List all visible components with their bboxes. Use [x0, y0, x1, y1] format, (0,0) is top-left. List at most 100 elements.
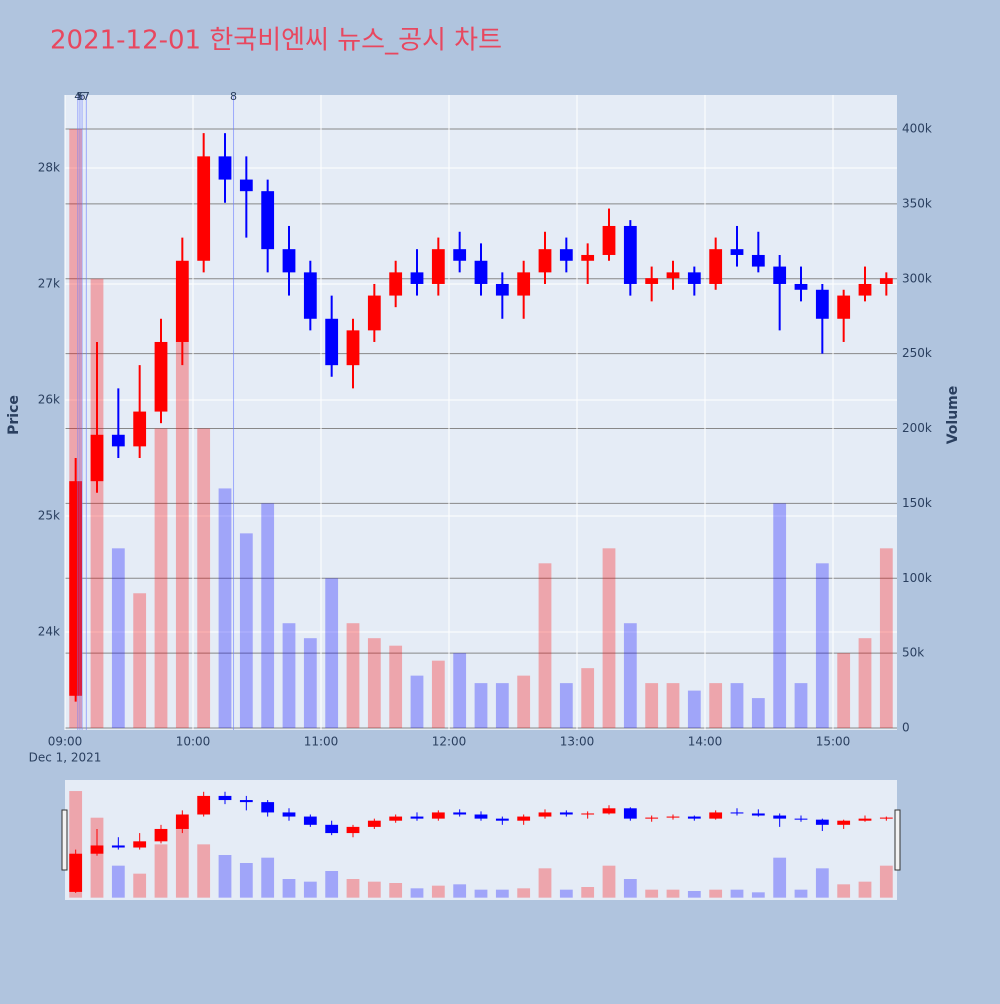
y-tick-label: 28k — [38, 160, 60, 174]
candle-body — [538, 249, 552, 273]
slider-candle-body — [645, 817, 659, 819]
slider-volume-bar — [367, 881, 381, 898]
slider-candle-body — [751, 813, 765, 816]
x-tick-label: 11:00 — [304, 735, 339, 749]
y2-tick-label: 400k — [902, 121, 932, 135]
slider-volume-bar — [175, 817, 189, 898]
candle-body — [474, 260, 488, 284]
volume-bar — [154, 428, 168, 729]
y-tick-label: 27k — [38, 276, 60, 290]
slider-candle-body — [175, 814, 189, 829]
slider-candle-body — [389, 816, 403, 821]
volume-bar — [794, 683, 808, 729]
slider-volume-bar — [282, 878, 296, 898]
candle-body — [111, 434, 125, 447]
candle-body — [709, 249, 723, 284]
slider-candle-body — [282, 812, 296, 817]
chart-title: 2021-12-01 한국비엔씨 뉴스_공시 차트 — [50, 26, 502, 56]
slider-volume-bar — [111, 865, 125, 898]
slider-volume-bar — [623, 878, 637, 898]
y-tick-label: 25k — [38, 508, 60, 522]
candle-body — [879, 278, 893, 284]
candle-body — [559, 249, 573, 261]
slider-volume-bar — [133, 873, 147, 898]
annotation-label: 4 — [74, 90, 81, 103]
slider-candle-body — [218, 795, 232, 801]
volume-bar — [645, 683, 659, 729]
candle-body — [90, 434, 104, 482]
y2-tick-label: 250k — [902, 346, 932, 360]
y2-tick-label: 150k — [902, 496, 932, 510]
slider-candle-body — [90, 845, 104, 854]
slider-volume-bar — [495, 889, 509, 898]
volume-bar — [367, 638, 381, 729]
y2-axis-title: Volume — [945, 386, 961, 445]
volume-bar — [666, 683, 680, 729]
volume-bar — [815, 563, 829, 729]
x-date-label: Dec 1, 2021 — [29, 751, 102, 765]
volume-bar — [879, 548, 893, 729]
volume-bar — [581, 668, 595, 729]
slider-candle-body — [431, 812, 445, 819]
slider-candle-body — [197, 795, 211, 815]
volume-bar — [431, 660, 445, 729]
volume-bar — [239, 533, 253, 729]
y-tick-label: 26k — [38, 392, 60, 406]
candle-body — [666, 272, 680, 279]
slider-volume-bar — [581, 886, 595, 898]
slider-volume-bar — [303, 881, 317, 898]
volume-bar — [261, 503, 275, 729]
volume-bar — [453, 653, 467, 729]
y2-tick-label: 200k — [902, 421, 932, 435]
y2-tick-label: 100k — [902, 571, 932, 585]
slider-candle-body — [303, 816, 317, 825]
candle-body — [218, 156, 232, 180]
slider-candle-body — [133, 841, 147, 848]
candle-body — [623, 225, 637, 284]
volume-bar — [751, 698, 765, 729]
slider-candle-body — [773, 815, 787, 819]
slider-volume-bar — [431, 885, 445, 898]
volume-bar — [175, 278, 189, 729]
slider-volume-bar — [687, 890, 701, 898]
slider-candle-body — [602, 808, 616, 814]
candle-body — [453, 249, 467, 261]
candle-body — [261, 191, 275, 250]
slider-handle-right[interactable] — [894, 809, 901, 871]
slider-candle-body — [687, 816, 701, 819]
slider-candle-body — [858, 818, 872, 821]
slider-volume-bar — [261, 857, 275, 898]
volume-bar — [218, 488, 232, 729]
slider-candle-body — [239, 800, 253, 803]
slider-candle-body — [538, 812, 552, 817]
range-slider[interactable] — [65, 780, 897, 900]
volume-bar — [687, 690, 701, 729]
slider-candle-body — [367, 820, 381, 827]
candle-body — [645, 278, 659, 284]
candle-body — [410, 272, 424, 284]
volume-bar — [709, 683, 723, 729]
slider-candle-body — [709, 812, 723, 819]
candle-body — [815, 289, 829, 319]
volume-bar — [623, 623, 637, 729]
candle-body — [239, 179, 253, 192]
volume-bar — [602, 548, 616, 729]
slider-volume-bar — [389, 882, 403, 898]
candle-body — [517, 272, 531, 296]
slider-candle-body — [261, 802, 275, 813]
slider-volume-bar — [410, 888, 424, 898]
slider-volume-bar — [602, 865, 616, 898]
slider-candle-body — [474, 814, 488, 819]
volume-bar — [858, 638, 872, 729]
candle-body — [858, 283, 872, 296]
volume-bar — [538, 563, 552, 729]
volume-bar — [837, 653, 851, 729]
slider-volume-bar — [709, 889, 723, 898]
slider-candle-body — [410, 816, 424, 819]
slider-handle-left[interactable] — [61, 809, 68, 871]
y2-tick-label: 0 — [902, 721, 910, 735]
slider-volume-bar — [666, 889, 680, 898]
slider-candle-body — [111, 845, 125, 848]
volume-bar — [133, 593, 147, 729]
candle-body — [346, 330, 360, 366]
